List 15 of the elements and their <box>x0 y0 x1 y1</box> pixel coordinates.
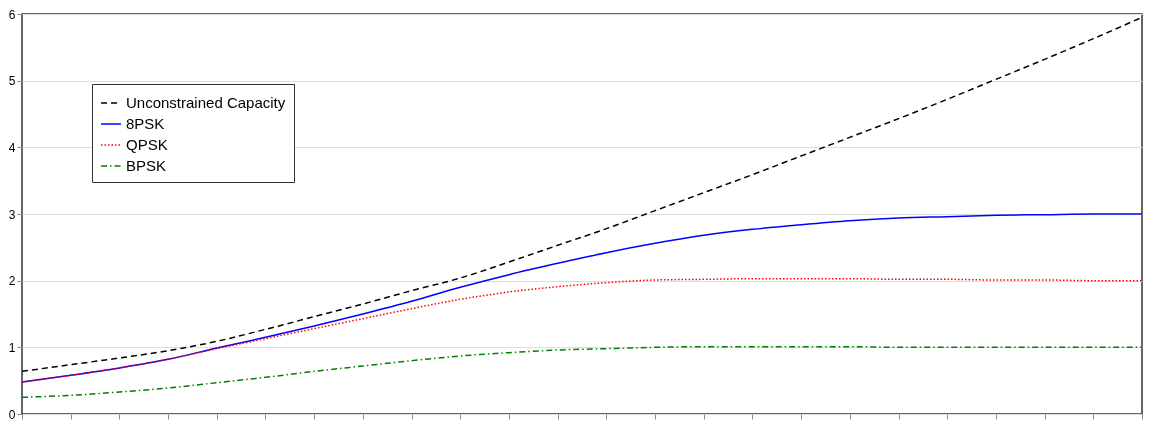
y-tick-label: 2 <box>8 274 16 289</box>
y-tick-label: 4 <box>8 140 16 155</box>
legend-label: QPSK <box>126 136 168 153</box>
line-series <box>22 16 1142 373</box>
legend-label: BPSK <box>126 157 167 174</box>
legend-label: Unconstrained Capacity <box>126 94 286 111</box>
y-tick-label: 0 <box>8 407 16 422</box>
y-tick-label: 1 <box>8 340 16 355</box>
legend-label: 8PSK <box>126 115 165 132</box>
line-series <box>22 345 1142 399</box>
y-tick-label: 6 <box>8 7 16 22</box>
line-series <box>22 277 1142 383</box>
y-tick-label: 3 <box>8 207 16 222</box>
line-series <box>22 213 1142 383</box>
y-tick-label: 5 <box>8 74 16 89</box>
